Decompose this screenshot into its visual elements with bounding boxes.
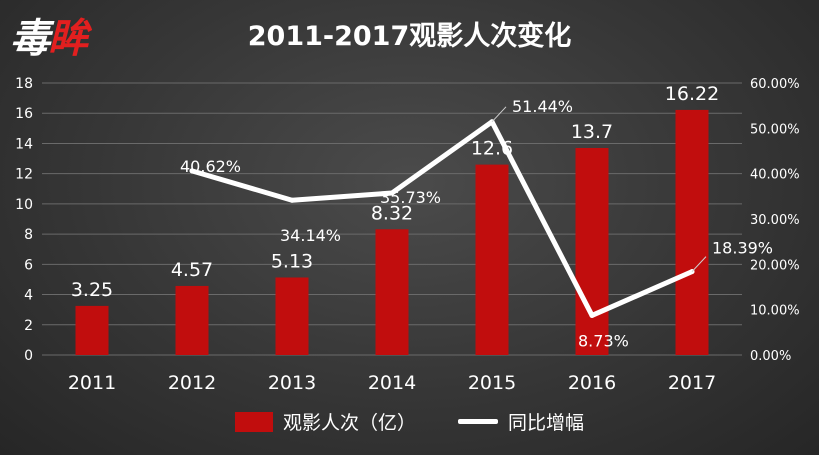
x-tick-label: 2014 — [368, 372, 416, 394]
bar-data-label: 13.7 — [571, 121, 613, 143]
x-tick-label: 2013 — [268, 372, 316, 394]
x-tick-label: 2015 — [468, 372, 516, 394]
y-right-tick-label: 0.00% — [750, 349, 791, 364]
legend-item-bar[interactable]: 观影人次（亿） — [234, 408, 416, 435]
legend-item-line[interactable]: 同比增幅 — [458, 408, 584, 435]
bar-data-label: 4.57 — [171, 259, 213, 281]
legend-bar-swatch — [234, 411, 273, 432]
y-left-tick-label: 16 — [15, 106, 33, 122]
legend-line-swatch — [458, 419, 498, 424]
bar-data-label: 12.6 — [471, 138, 513, 160]
legend-line-label: 同比增幅 — [508, 412, 585, 434]
y-left-tick-label: 14 — [15, 136, 33, 152]
line-label-leader — [691, 256, 707, 272]
logo-text-accent: 眸 — [48, 16, 88, 62]
logo-text-main: 毒 — [10, 16, 50, 62]
x-tick-label: 2016 — [568, 372, 616, 394]
y-right-tick-label: 20.00% — [750, 258, 800, 273]
y-right-tick-label: 40.00% — [750, 168, 800, 183]
line-data-label: 35.73% — [380, 188, 441, 207]
y-right-tick-label: 30.00% — [750, 213, 800, 228]
line-point — [589, 312, 595, 318]
line-data-label: 18.39% — [712, 239, 773, 258]
legend-bar-label: 观影人次（亿） — [282, 412, 416, 434]
bar — [75, 305, 109, 355]
bar — [375, 229, 409, 355]
y-left-tick-label: 8 — [24, 227, 33, 243]
bar-data-label: 3.25 — [71, 279, 113, 301]
x-tick-label: 2011 — [68, 372, 116, 394]
y-right-tick-label: 60.00% — [750, 77, 800, 92]
line-point — [289, 197, 295, 203]
bar — [275, 277, 309, 355]
y-left-tick-label: 10 — [15, 197, 33, 213]
y-left-tick-label: 2 — [24, 318, 33, 334]
y-left-tick-label: 0 — [24, 348, 33, 364]
y-left-tick-label: 12 — [15, 167, 33, 183]
bar-data-label: 5.13 — [271, 250, 313, 272]
brand-logo: 毒眸 — [10, 6, 88, 64]
bar-data-label: 16.22 — [665, 83, 719, 105]
bar-data-label: 8.32 — [371, 202, 413, 224]
x-tick-label: 2012 — [168, 372, 216, 394]
bar — [175, 285, 209, 355]
y-left-tick-label: 18 — [15, 76, 33, 92]
y-right-tick-label: 10.00% — [750, 304, 800, 319]
x-tick-label: 2017 — [668, 372, 716, 394]
legend: 观影人次（亿） 同比增幅 — [0, 408, 819, 435]
bar — [575, 147, 609, 355]
chart-title: 2011-2017观影人次变化 — [247, 21, 572, 52]
line-point — [389, 190, 395, 196]
y-left-tick-label: 6 — [24, 257, 33, 273]
growth-line — [189, 119, 695, 318]
line-point — [189, 168, 195, 174]
line-data-label: 8.73% — [578, 331, 629, 350]
y-left-tick-label: 4 — [24, 288, 33, 304]
line-data-label: 34.14% — [280, 226, 341, 245]
bar — [675, 109, 709, 355]
line-label-leader — [491, 106, 507, 123]
line-data-label: 40.62% — [180, 157, 241, 176]
y-right-tick-label: 50.00% — [750, 122, 800, 137]
bar — [475, 164, 509, 355]
line-data-label: 51.44% — [512, 97, 573, 116]
